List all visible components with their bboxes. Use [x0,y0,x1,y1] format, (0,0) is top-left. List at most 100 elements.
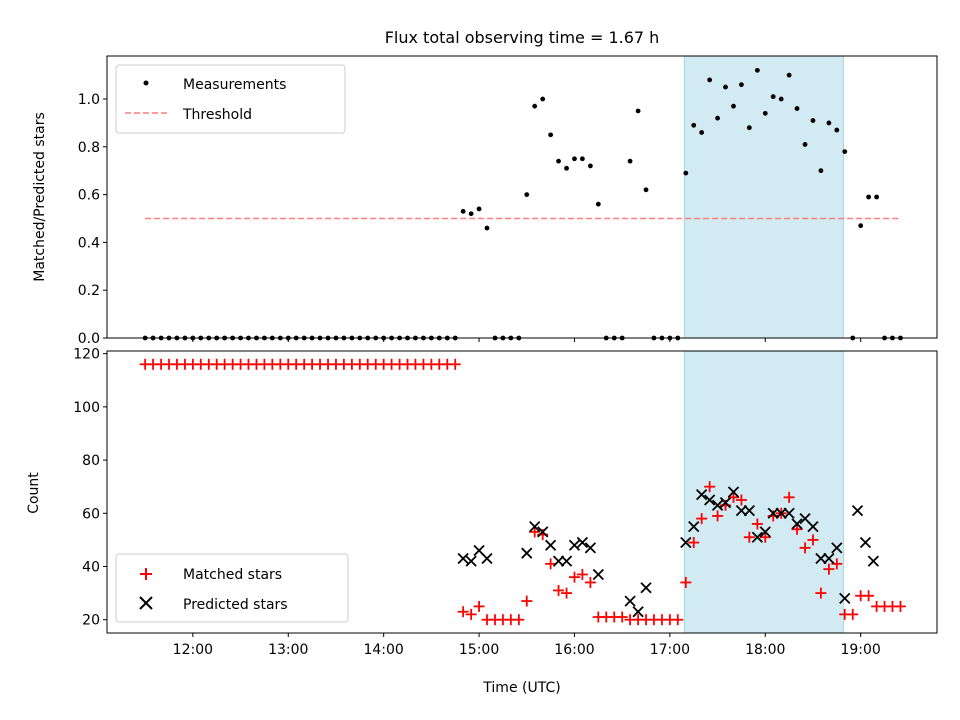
predicted-star-point [767,507,779,519]
top-ytick-label: 0.2 [78,283,100,299]
bottom-ytick-label: 40 [82,559,100,575]
measurement-point [548,132,554,138]
bottom-xtick-label: 12:00 [173,642,213,658]
predicted-star-point [481,552,493,565]
measurement-point [556,158,561,164]
predicted-star-point [815,552,827,565]
bottom-axis-ticks: 20 40 60 80 100 120 12:00 13:00 14:00 15:00 16:00 1… [73,347,881,658]
measurement-point [484,225,490,231]
top-legend-box [115,64,346,134]
predicted-star-point [552,555,565,567]
matched-star-point [576,568,588,580]
matched-star-point [449,358,461,370]
matched-star-point [815,587,827,599]
top-y-axis-label: Matched/Predicted stars [32,112,48,282]
measurement-point [707,77,713,83]
measurement-point [739,82,744,88]
bottom-shaded-interval [683,350,844,634]
measurement-point [834,127,840,133]
measurement-point [874,194,880,200]
measurement-point [476,206,482,212]
measurement-point [810,118,816,123]
matched-star-point [561,587,573,599]
matched-star-point [783,491,795,503]
predicted-star-point [791,518,803,530]
matched-star-point [743,531,755,543]
legend-predicted-label: Predicted stars [183,597,288,613]
bottom-legend-box [115,553,349,623]
bottom-xtick-label: 15:00 [459,642,499,658]
matched-star-point [759,531,771,543]
measurement-point [786,72,792,78]
matched-star-point [847,608,859,620]
measurement-point [778,96,784,102]
predicted-star-point [783,507,795,519]
predicted-star-point [537,526,549,538]
bottom-ytick-label: 120 [73,347,100,363]
predicted-star-point [521,547,533,559]
matched-star-point [465,608,477,620]
legend-matched-label: Matched stars [183,567,282,583]
top-ytick-label: 1.0 [78,92,100,108]
bottom-ytick-label: 100 [73,400,100,416]
predicted-star-point [592,568,604,581]
predicted-star-point [719,497,732,509]
matched-star-point [696,513,708,525]
measurement-point [770,94,776,100]
top-shaded-interval [683,55,844,339]
matched-star-point [712,510,724,522]
predicted-star-point [839,592,851,605]
matched-star-point [545,558,557,570]
predicted-star-point [640,582,652,594]
matched-star-point [791,523,803,535]
bottom-legend: Matched stars Predicted stars [115,553,349,623]
predicted-star-point [624,595,636,607]
measurement-point [627,158,633,164]
measurement-point [762,110,768,116]
matched-star-point [735,494,747,506]
measurement-point [595,201,601,207]
predicted-star-point [632,606,644,618]
matched-star-point [521,595,533,607]
predicted-star-point [867,555,880,567]
predicted-star-point [823,552,835,565]
top-panel: 0.0 0.2 0.4 0.6 0.8 1.0 Matched/Predicted sta… [32,55,938,347]
predicted-star-point [457,552,469,565]
legend-measurements-label: Measurements [183,77,286,93]
measurement-point [572,156,577,162]
predicted-star-point [727,486,740,498]
matched-star-point [672,614,684,626]
measurement-point [826,120,832,126]
measurement-point [524,192,530,198]
measurement-point [468,211,474,217]
measurement-point [754,67,760,73]
matched-star-point [823,563,835,575]
measurement-point [643,187,649,193]
measurement-point [699,130,705,135]
measurement-point [532,103,538,109]
top-ytick-label: 0.4 [78,235,100,251]
bottom-series [139,358,906,626]
top-ytick-label: 0.8 [78,140,100,156]
matched-star-point [680,576,692,588]
matched-star-point [616,611,628,623]
matched-star-point [799,542,811,554]
predicted-star-point [584,542,597,554]
predicted-star-point [751,531,763,543]
predicted-star-point [759,526,771,538]
predicted-star-point [807,520,819,533]
bottom-ytick-label: 20 [82,613,100,629]
predicted-star-point [711,499,724,511]
measurement-point [842,149,848,154]
matched-star-point [584,576,596,588]
predicted-star-point [851,504,864,517]
predicted-star-point [568,539,581,551]
matched-star-point [894,600,906,612]
predicted-star-point [576,536,589,549]
matched-star-point [863,590,875,602]
bottom-ytick-label: 60 [82,506,100,522]
matched-star-point [473,600,485,612]
predicted-star-point [465,555,477,567]
measurement-point [731,103,736,109]
measurement-point [746,125,752,131]
